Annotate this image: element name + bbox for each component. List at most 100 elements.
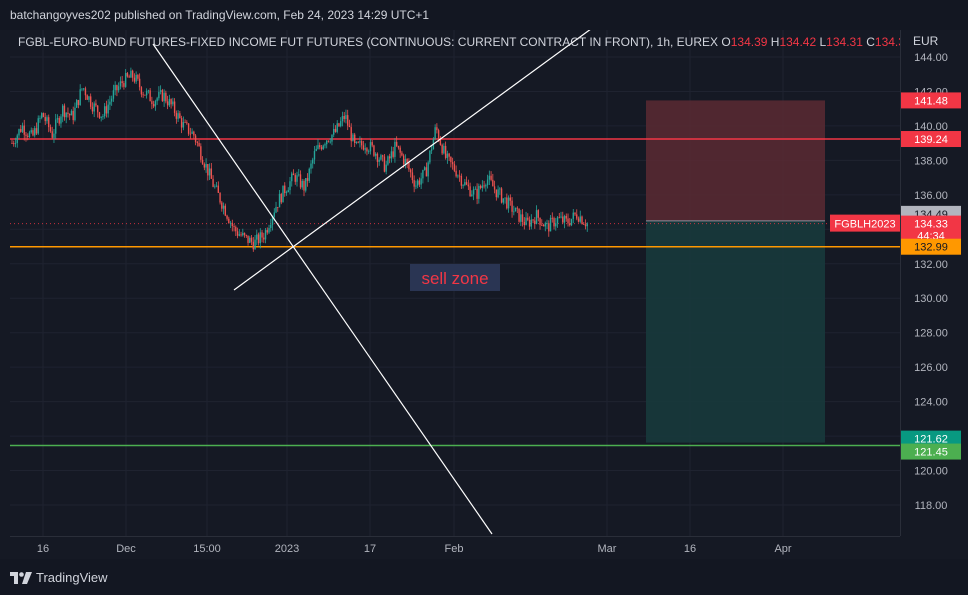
candle-body xyxy=(584,224,587,227)
candle-body xyxy=(287,190,289,193)
time-axis[interactable]: 16 Dec 15:00 2023 17 Feb Mar 16 Apr xyxy=(10,536,900,560)
candle-body xyxy=(46,117,48,122)
candle-body xyxy=(525,217,527,225)
time-tick-label: 2023 xyxy=(275,543,299,555)
candle-body xyxy=(292,173,295,176)
candle-body xyxy=(469,186,471,197)
candle-body xyxy=(67,112,69,114)
price-level-badge xyxy=(901,443,961,460)
candle-body xyxy=(252,241,254,250)
legend-high-label: H xyxy=(770,35,780,49)
candle-body xyxy=(359,141,361,143)
candle-body xyxy=(462,185,464,186)
candle-body xyxy=(392,151,394,157)
candle-body xyxy=(416,180,419,186)
legend-open-value: 134.39 xyxy=(730,35,768,49)
candle-body xyxy=(465,182,468,185)
candle-body xyxy=(60,116,62,124)
candle-body xyxy=(63,105,66,118)
candle-body xyxy=(256,234,258,240)
candle-body xyxy=(513,211,515,213)
price-tick-label: 130.00 xyxy=(914,293,948,305)
sell-zone-label-box[interactable] xyxy=(410,264,500,291)
candle-body xyxy=(222,205,225,209)
candle-body xyxy=(203,164,206,168)
price-level-badge xyxy=(901,430,961,447)
downtrend-line[interactable] xyxy=(152,43,493,535)
price-level-value: 141.48 xyxy=(914,95,948,107)
time-tick-label: Feb xyxy=(445,543,464,555)
stop-loss-zone[interactable] xyxy=(646,100,825,221)
candle-body xyxy=(492,179,494,187)
candle-body xyxy=(130,70,132,78)
candle-body xyxy=(235,226,237,232)
candle-body xyxy=(404,158,407,165)
candle-body xyxy=(289,181,291,191)
price-axis[interactable]: 144.00142.00140.00138.00136.00134.00132.… xyxy=(900,30,968,536)
tradingview-logo-icon xyxy=(10,571,32,584)
candle-body xyxy=(324,144,326,146)
candle-body xyxy=(116,85,118,91)
candle-body xyxy=(259,232,261,244)
candle-body xyxy=(495,189,498,198)
candle-body xyxy=(357,141,359,143)
candle-body xyxy=(493,186,496,190)
candle-body xyxy=(107,104,109,114)
candle-body xyxy=(180,118,183,128)
candle-body xyxy=(74,107,76,121)
candle-body xyxy=(254,239,256,250)
candle-body xyxy=(506,197,508,209)
candle-body xyxy=(388,156,391,159)
candle-body xyxy=(273,212,275,217)
time-axis-svg: 16 Dec 15:00 2023 17 Feb Mar 16 Apr xyxy=(37,543,792,555)
candle-body xyxy=(81,88,83,90)
candle-body xyxy=(263,237,265,240)
candle-body xyxy=(14,142,17,144)
time-tick-label: Dec xyxy=(116,543,136,555)
candle-body xyxy=(383,156,386,172)
candle-body xyxy=(385,164,387,172)
candle-body xyxy=(450,156,452,163)
candle-body xyxy=(345,115,347,120)
candle-body xyxy=(366,148,368,152)
legend-low-value: 134.31 xyxy=(826,35,863,49)
candle-body xyxy=(534,220,536,224)
candle-body xyxy=(394,141,396,157)
candle-body xyxy=(430,149,433,151)
candle-body xyxy=(228,218,230,224)
candle-body xyxy=(338,123,340,127)
candle-body xyxy=(198,143,200,147)
candle-body xyxy=(186,122,188,124)
candle-body xyxy=(84,88,87,96)
candle-body xyxy=(240,234,242,236)
symbol-legend[interactable]: FGBL-EURO-BUND FUTURES-FIXED INCOME FUT … xyxy=(18,35,925,49)
candle-body xyxy=(479,185,482,188)
chart-area[interactable]: sell zone FGBLH2023 xyxy=(10,25,900,536)
candle-body xyxy=(144,94,146,96)
price-tick-label: 140.00 xyxy=(914,121,948,133)
legend-open-label: O xyxy=(721,35,731,49)
candle-body xyxy=(39,117,41,119)
candle-body xyxy=(518,208,520,222)
take-profit-zone[interactable] xyxy=(646,220,825,443)
candle-body xyxy=(542,225,545,227)
candle-body xyxy=(572,212,574,219)
candle-body xyxy=(16,135,18,143)
candle-body xyxy=(110,98,113,102)
candle-body xyxy=(429,150,431,163)
candle-body xyxy=(27,135,29,137)
uptrend-line[interactable] xyxy=(233,25,596,291)
candle-body xyxy=(317,145,319,149)
candle-body xyxy=(161,90,164,102)
candle-body xyxy=(378,159,380,162)
candle-body xyxy=(334,128,337,132)
candle-body xyxy=(499,188,501,190)
tradingview-brand[interactable]: TradingView xyxy=(10,570,108,585)
chart-svg[interactable]: sell zone FGBLH2023 xyxy=(10,25,900,536)
price-tick-label: 138.00 xyxy=(914,155,948,167)
candle-body xyxy=(11,143,13,144)
currency-label[interactable]: EUR xyxy=(913,34,939,48)
candle-body xyxy=(285,192,288,194)
candle-body xyxy=(201,159,204,165)
candle-body xyxy=(458,175,461,177)
